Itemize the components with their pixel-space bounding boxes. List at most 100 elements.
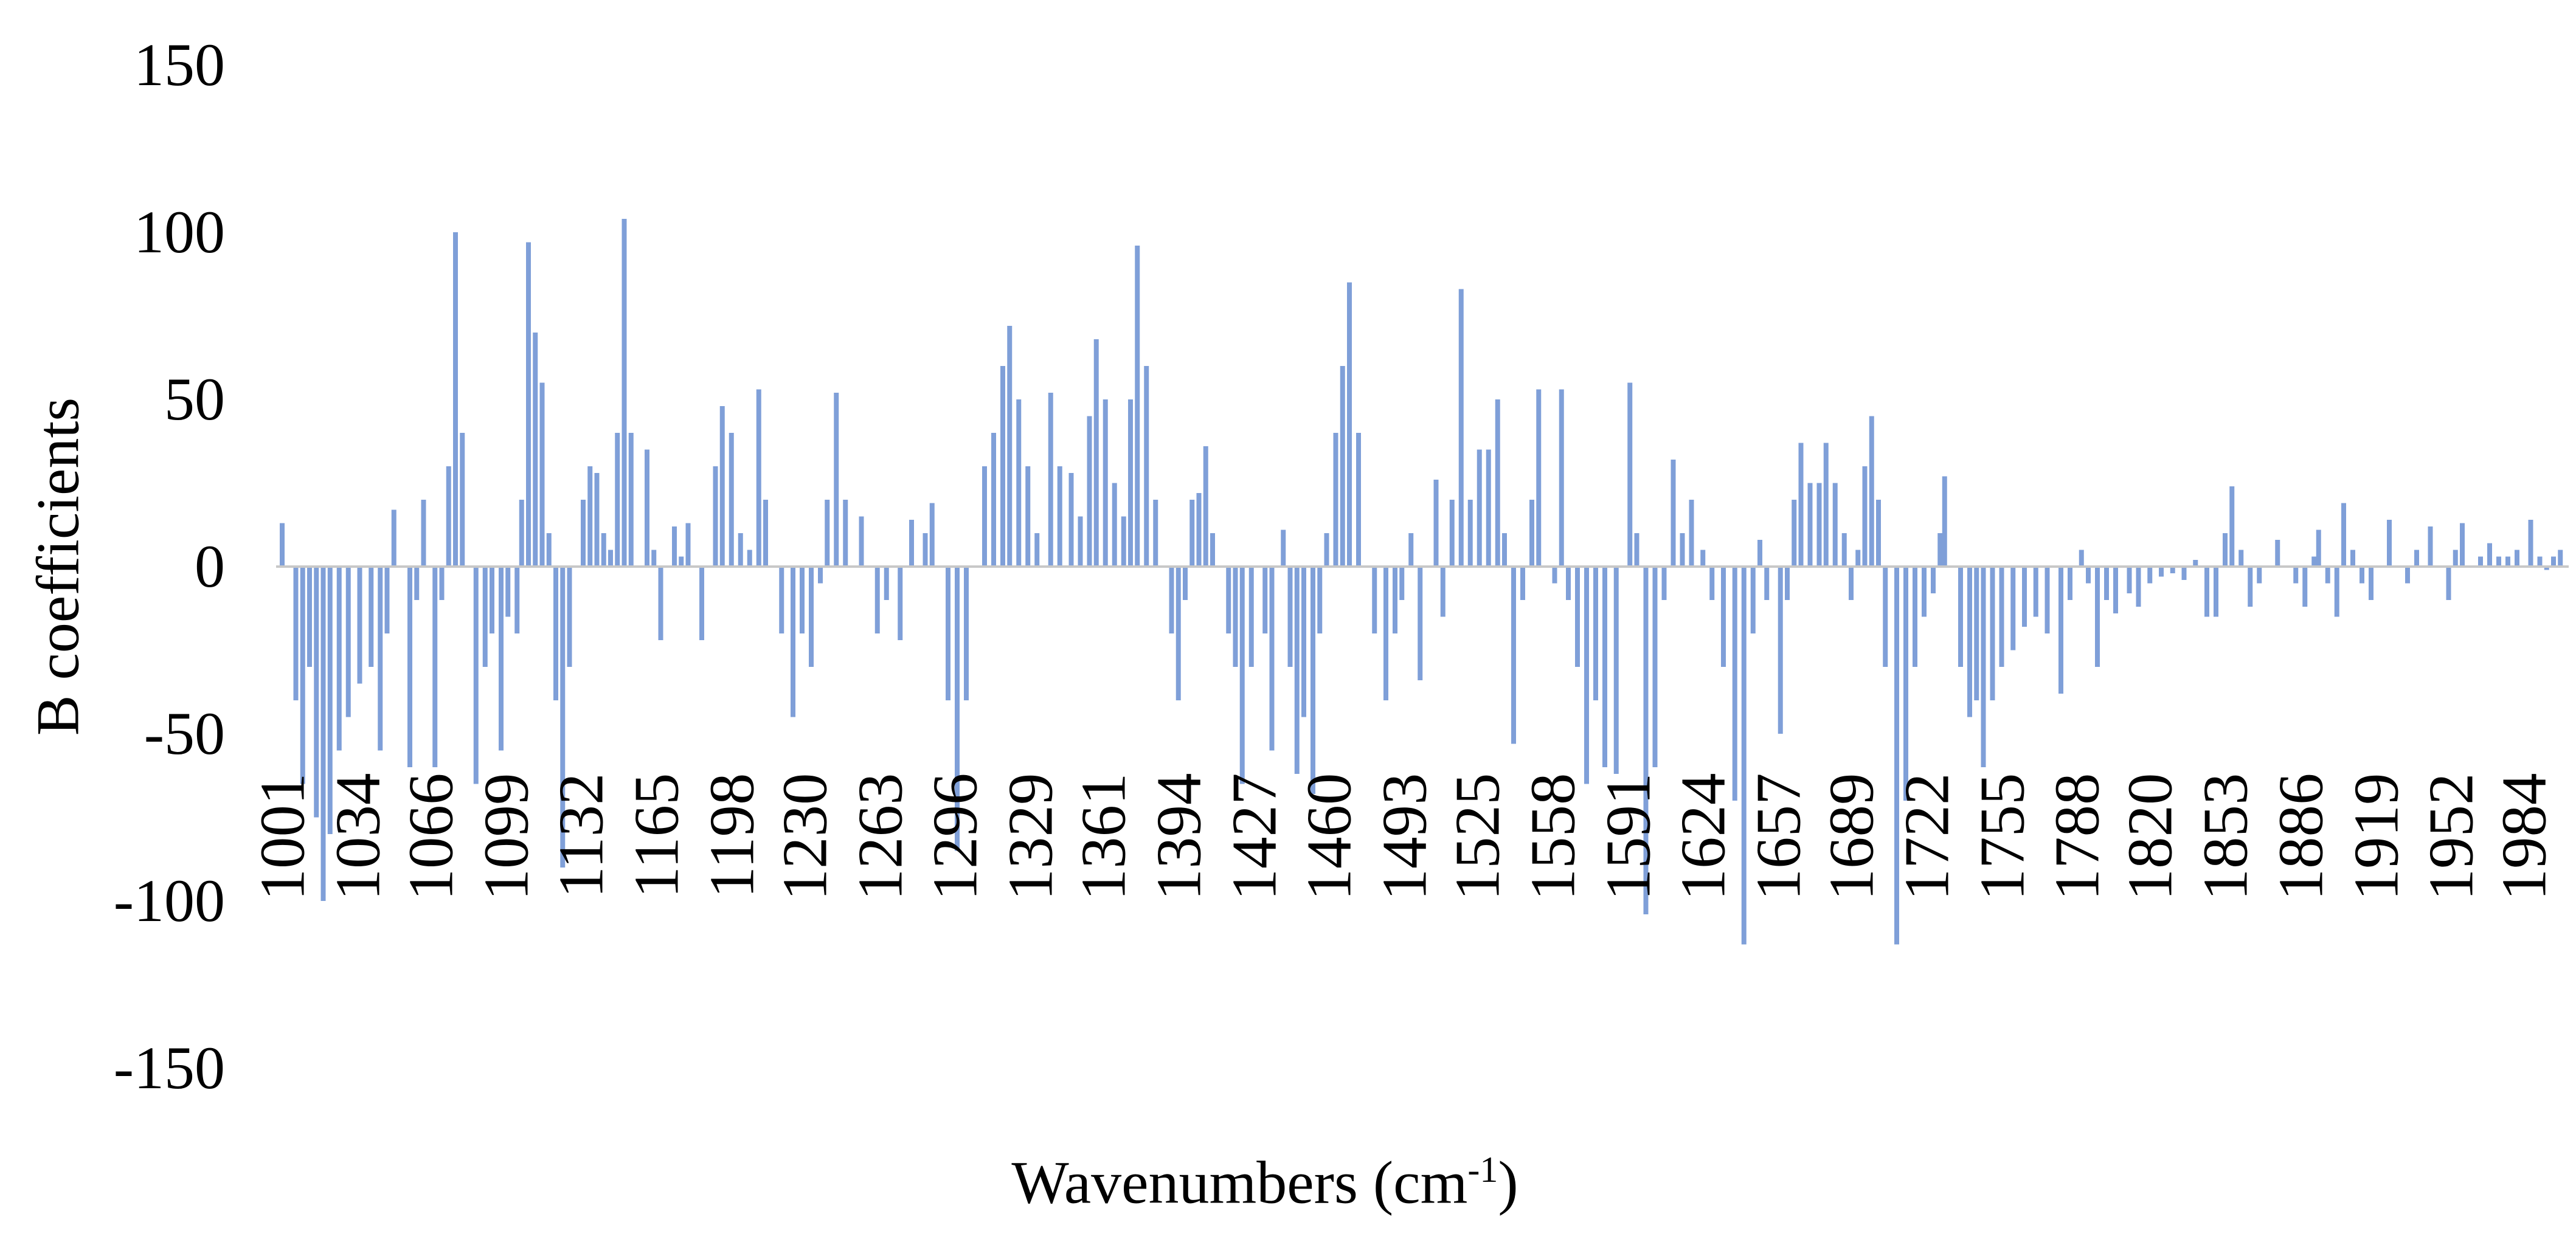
bar-1801 [2104, 567, 2109, 600]
bar-1864 [2248, 567, 2253, 607]
bar-1500 [1418, 567, 1423, 680]
bar-1154 [628, 433, 634, 567]
x-axis-title-text: Wavenumbers (cm [1011, 1148, 1468, 1216]
bar-1815 [2136, 567, 2141, 607]
bar-1419 [1233, 567, 1238, 667]
bar-1925 [2387, 520, 2392, 567]
bar-1104 [514, 567, 520, 633]
bar-1510 [1440, 567, 1446, 617]
bar-1619 [1689, 500, 1694, 567]
bar-1007 [293, 567, 299, 700]
x-tick-label: 1788 [2041, 773, 2113, 900]
bar-1951 [2446, 567, 2451, 600]
bar-1692 [1855, 550, 1861, 567]
bar-1599 [1643, 567, 1649, 914]
bar-1151 [621, 219, 627, 567]
bar-1830 [2170, 567, 2175, 573]
bar-1898 [2325, 567, 2330, 584]
bar-1093 [490, 567, 494, 633]
bar-1403 [1196, 493, 1202, 567]
bar-1040 [369, 567, 374, 667]
bar-1272 [898, 567, 903, 640]
x-axis-title: Wavenumbers (cm-1) [1011, 1148, 1518, 1218]
bar-1050 [391, 509, 396, 567]
bar-1161 [645, 449, 649, 567]
bar-1466 [1340, 366, 1345, 567]
y-tick-label: 100 [134, 198, 225, 266]
bar-1347 [1068, 473, 1074, 567]
bar-1530 [1486, 449, 1491, 567]
y-tick-label: -150 [113, 1034, 225, 1102]
bar-1080 [460, 433, 465, 567]
bar-1106 [519, 500, 524, 567]
bar-1909 [2350, 550, 2355, 567]
bar-1686 [1841, 533, 1847, 567]
bar-1077 [453, 232, 458, 567]
bar-1790 [2079, 550, 2084, 567]
x-tick-label: 1657 [1742, 773, 1814, 900]
bar-1449 [1301, 567, 1306, 717]
bar-1060 [414, 567, 420, 600]
x-tick-label: 1952 [2415, 773, 2487, 900]
bar-1283 [923, 533, 928, 567]
bar-1849 [2214, 567, 2218, 617]
bar-1638 [1732, 567, 1737, 801]
bar-1124 [560, 567, 566, 868]
bar-1741 [1967, 567, 1972, 717]
bar-1744 [1974, 567, 1979, 700]
bar-1856 [2229, 486, 2235, 567]
bar-1366 [1112, 483, 1117, 567]
bar-1176 [679, 556, 684, 567]
bar-1068 [432, 567, 438, 767]
bar-1522 [1467, 500, 1473, 567]
bar-1409 [1210, 533, 1215, 567]
bar-1775 [2045, 567, 2050, 633]
bar-1362 [1103, 399, 1108, 567]
x-tick-label: 1820 [2114, 773, 2186, 900]
bar-1797 [2095, 567, 2100, 667]
bar-1577 [1593, 567, 1598, 700]
bar-1894 [2316, 530, 2321, 567]
bar-1730 [1942, 476, 1947, 567]
bar-1667 [1798, 443, 1804, 567]
bar-1194 [719, 406, 725, 567]
bar-1317 [1000, 366, 1005, 567]
bar-1453 [1311, 567, 1315, 794]
bar-1210 [756, 389, 761, 567]
bar-1603 [1652, 567, 1658, 767]
bar-1698 [1869, 416, 1874, 567]
bar-1435 [1269, 567, 1275, 751]
x-tick-label: 1001 [246, 773, 318, 900]
bar-1351 [1078, 516, 1083, 567]
bar-1514 [1449, 500, 1455, 567]
bar-1845 [2204, 567, 2209, 617]
bar-1704 [1883, 567, 1888, 667]
x-axis-title-close: ) [1498, 1148, 1518, 1216]
bar-1255 [859, 516, 864, 567]
bar-1206 [747, 550, 752, 567]
bar-1682 [1832, 483, 1838, 567]
bar-1136 [587, 466, 593, 567]
bar-1785 [2068, 567, 2072, 600]
bar-1492 [1399, 567, 1405, 600]
bar-1202 [738, 533, 743, 567]
bar-1664 [1792, 500, 1797, 567]
x-tick-label: 1722 [1891, 773, 1962, 900]
bar-1473 [1356, 433, 1361, 567]
bar-1358 [1093, 339, 1099, 567]
bar-1884 [2293, 567, 2299, 584]
bar-1035 [357, 567, 362, 684]
x-axis-title-superscript: -1 [1467, 1150, 1498, 1190]
bar-1262 [874, 567, 880, 633]
bar-1991 [2537, 556, 2543, 567]
bar-1118 [546, 533, 552, 567]
bar-1380 [1144, 366, 1149, 567]
bar-1301 [964, 567, 969, 700]
y-tick-label: 150 [134, 31, 225, 98]
bar-1469 [1347, 282, 1352, 567]
x-tick-label: 1853 [2189, 773, 2261, 900]
bar-1145 [608, 550, 613, 567]
bar-1074 [446, 466, 451, 567]
bar-1770 [2033, 567, 2038, 617]
